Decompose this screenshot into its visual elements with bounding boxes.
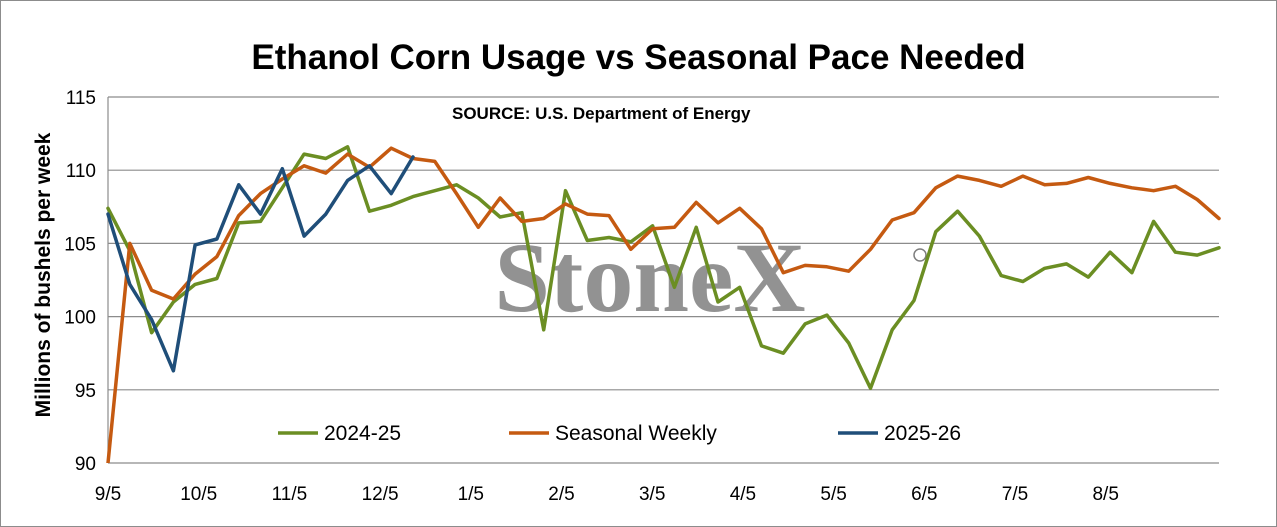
legend-label: Seasonal Weekly — [555, 422, 717, 445]
registered-mark-icon — [913, 248, 927, 262]
legend: 2024-25 Seasonal Weekly 2025-26 — [278, 422, 961, 445]
series-line-2025-26 — [106, 155, 415, 373]
series-lines — [106, 145, 1221, 463]
x-tick-label: 8/5 — [1092, 484, 1118, 505]
x-tick-label: 11/5 — [272, 484, 308, 505]
series-line-seasonal-weekly — [106, 146, 1221, 463]
gridlines — [108, 96, 1219, 391]
y-tick-label: 100 — [64, 308, 96, 329]
x-tick-label: 4/5 — [730, 484, 756, 505]
x-tick-label: 12/5 — [362, 484, 399, 505]
x-tick-label: 9/5 — [95, 484, 121, 505]
y-tick-label: 115 — [66, 88, 96, 109]
x-tick-label: 7/5 — [1002, 484, 1028, 505]
chart-title: Ethanol Corn Usage vs Seasonal Pace Need… — [251, 38, 1026, 77]
source-note: SOURCE: U.S. Department of Energy — [452, 104, 751, 123]
y-tick-label: 110 — [66, 161, 96, 182]
x-tick-label: 1/5 — [458, 484, 484, 505]
x-tick-label: 3/5 — [639, 484, 665, 505]
y-tick-label: 105 — [64, 234, 96, 255]
y-tick-label: 90 — [75, 454, 96, 475]
x-tick-label: 5/5 — [820, 484, 846, 505]
legend-label: 2025-26 — [884, 422, 961, 445]
x-tick-label: 6/5 — [911, 484, 937, 505]
y-tick-label: 95 — [75, 381, 96, 402]
axes: 90 95 100 105 110 115 9/5 10/5 11/5 12/5 1/5 2/5 3/5… — [64, 88, 1219, 505]
x-tick-label: 2/5 — [548, 484, 574, 505]
x-tick-label: 10/5 — [180, 484, 217, 505]
legend-label: 2024-25 — [324, 422, 401, 445]
